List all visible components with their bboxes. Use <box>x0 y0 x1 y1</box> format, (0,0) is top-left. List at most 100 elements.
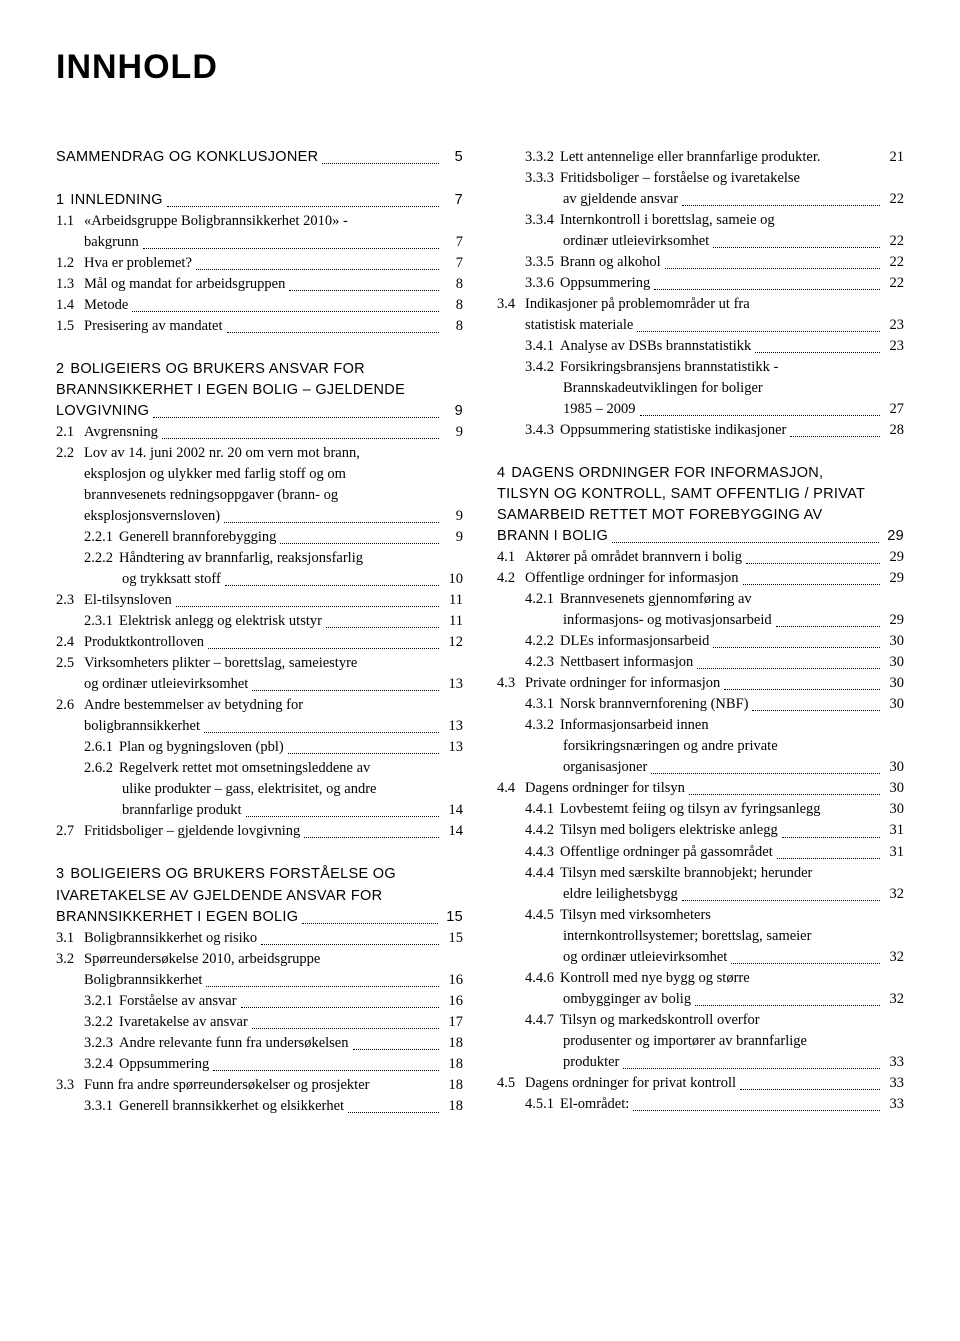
toc-page: 13 <box>443 674 463 695</box>
toc-text: Fritidsboliger – gjeldende lovgivning <box>84 821 300 842</box>
toc-entry: 3.2.3Andre relevante funn fra undersøkel… <box>56 1033 463 1054</box>
toc-page: 30 <box>884 694 904 715</box>
toc-entry-continuation: forsikringsnæringen og andre private <box>497 736 904 757</box>
toc-number: 3.3.4 <box>497 210 560 231</box>
toc-number: 2.5 <box>56 653 84 674</box>
toc-number: 4.4.7 <box>497 1010 560 1031</box>
toc-leader-dots <box>682 900 880 901</box>
toc-page: 8 <box>443 274 463 295</box>
toc-text: Boligbrannsikkerhet <box>84 970 202 991</box>
toc-text: forsikringsnæringen og andre private <box>563 736 778 757</box>
toc-text: Andre bestemmelser av betydning for <box>84 695 303 716</box>
toc-number: 2.6.2 <box>56 758 119 779</box>
toc-entry-continuation: og ordinær utleievirksomhet13 <box>56 674 463 695</box>
toc-page: 15 <box>442 907 463 928</box>
toc-number: 4.2 <box>497 568 525 589</box>
toc-text: Funn fra andre spørreundersøkelser og pr… <box>84 1075 369 1096</box>
toc-entry: 4.4.3Offentlige ordninger på gassområdet… <box>497 842 904 863</box>
toc-number: 3 <box>56 864 70 885</box>
toc-entry: 3.3.3Fritidsboliger – forståelse og ivar… <box>497 168 904 189</box>
toc-entry-continuation: eksplosjonsvernsloven)9 <box>56 506 463 527</box>
toc-text: DLEs informasjonsarbeid <box>560 631 709 652</box>
toc-number: 2 <box>56 359 70 380</box>
toc-number: 3.4.3 <box>497 420 560 441</box>
toc-leader-dots <box>640 415 881 416</box>
toc-page: 18 <box>443 1075 463 1096</box>
toc-number: 3.3.5 <box>497 252 560 273</box>
toc-section: BRANNSIKKERHET I EGEN BOLIG15 <box>56 907 463 928</box>
toc-page: 22 <box>884 189 904 210</box>
toc-leader-dots <box>612 542 879 543</box>
toc-section: IVARETAKELSE AV GJELDENDE ANSVAR FOR <box>56 886 463 907</box>
toc-text: statistisk materiale <box>525 315 633 336</box>
toc-text: Dagens ordninger for privat kontroll <box>525 1073 736 1094</box>
toc-text: DAGENS ORDNINGER FOR INFORMASJON, <box>511 463 823 484</box>
toc-entry: 2.3.1Elektrisk anlegg og elektrisk utsty… <box>56 611 463 632</box>
toc-number: 2.3.1 <box>56 611 119 632</box>
toc-page: 11 <box>443 611 463 632</box>
toc-leader-dots <box>697 668 880 669</box>
toc-number: 4.2.2 <box>497 631 560 652</box>
toc-entry: 2.6.1Plan og bygningsloven (pbl)13 <box>56 737 463 758</box>
toc-page: 21 <box>884 147 904 168</box>
toc-leader-dots <box>246 816 439 817</box>
toc-page: 7 <box>443 232 463 253</box>
toc-text: El-området: <box>560 1094 629 1115</box>
toc-section: 1INNLEDNING7 <box>56 190 463 211</box>
toc-entry: 4.4.7Tilsyn og markedskontroll overfor <box>497 1010 904 1031</box>
toc-leader-dots <box>654 289 880 290</box>
toc-leader-dots <box>623 1068 880 1069</box>
toc-text: Oppsummering <box>560 273 650 294</box>
toc-entry-continuation: internkontrollsystemer; borettslag, same… <box>497 926 904 947</box>
toc-number: 4.1 <box>497 547 525 568</box>
toc-number: 3.3.1 <box>56 1096 119 1117</box>
toc-leader-dots <box>326 627 439 628</box>
toc-entry-continuation: Brannskadeutviklingen for boliger <box>497 378 904 399</box>
toc-entry: 4.2.2DLEs informasjonsarbeid30 <box>497 631 904 652</box>
toc-entry: 2.2.2Håndtering av brannfarlig, reaksjon… <box>56 548 463 569</box>
toc-text: IVARETAKELSE AV GJELDENDE ANSVAR FOR <box>56 886 382 907</box>
toc-text: Ivaretakelse av ansvar <box>119 1012 248 1033</box>
toc-text: Tilsyn med særskilte brannobjekt; herund… <box>560 863 812 884</box>
toc-number: 2.4 <box>56 632 84 653</box>
toc-number: 3.3.2 <box>497 147 560 168</box>
toc-number: 3.2 <box>56 949 84 970</box>
toc-leader-dots <box>731 963 880 964</box>
toc-spacer <box>56 168 463 190</box>
toc-entry: 4.4Dagens ordninger for tilsyn30 <box>497 778 904 799</box>
toc-entry: 3.3.6Oppsummering22 <box>497 273 904 294</box>
toc-entry: 1.3Mål og mandat for arbeidsgruppen8 <box>56 274 463 295</box>
toc-entry-continuation: og trykksatt stoff10 <box>56 569 463 590</box>
toc-entry-continuation: Boligbrannsikkerhet 16 <box>56 970 463 991</box>
toc-entry: 4.3.1Norsk brannvernforening (NBF)30 <box>497 694 904 715</box>
toc-text: INNLEDNING <box>70 190 162 211</box>
toc-entry: 4.5.1El-området:33 <box>497 1094 904 1115</box>
toc-entry: 1.2Hva er problemet?7 <box>56 253 463 274</box>
toc-page: 16 <box>443 970 463 991</box>
toc-entry-continuation: boligbrannsikkerhet13 <box>56 716 463 737</box>
toc-text: Generell brannforebygging <box>119 527 276 548</box>
toc-entry: 4.4.4Tilsyn med særskilte brannobjekt; h… <box>497 863 904 884</box>
toc-entry: 4.3Private ordninger for informasjon30 <box>497 673 904 694</box>
toc-leader-dots <box>302 923 438 924</box>
toc-entry: 2.6Andre bestemmelser av betydning for <box>56 695 463 716</box>
toc-number: 4.4.3 <box>497 842 560 863</box>
toc-entry: 4.4.5Tilsyn med virksomheters <box>497 905 904 926</box>
toc-leader-dots <box>206 986 439 987</box>
toc-page: 18 <box>443 1033 463 1054</box>
toc-text: Lov av 14. juni 2002 nr. 20 om vern mot … <box>84 443 360 464</box>
toc-page: 14 <box>443 821 463 842</box>
toc-leader-dots <box>776 626 880 627</box>
toc-page: 30 <box>884 778 904 799</box>
toc-leader-dots <box>289 290 439 291</box>
toc-page: 28 <box>884 420 904 441</box>
toc-page: 31 <box>884 842 904 863</box>
toc-leader-dots <box>204 732 439 733</box>
toc-entry: 3.2.2Ivaretakelse av ansvar17 <box>56 1012 463 1033</box>
toc-number: 2.2.2 <box>56 548 119 569</box>
toc-number: 4.3 <box>497 673 525 694</box>
toc-entry-continuation: informasjons- og motivasjonsarbeid29 <box>497 610 904 631</box>
toc-number: 3.2.1 <box>56 991 119 1012</box>
toc-page: 9 <box>443 506 463 527</box>
toc-entry: 3.2Spørreundersøkelse 2010, arbeidsgrupp… <box>56 949 463 970</box>
